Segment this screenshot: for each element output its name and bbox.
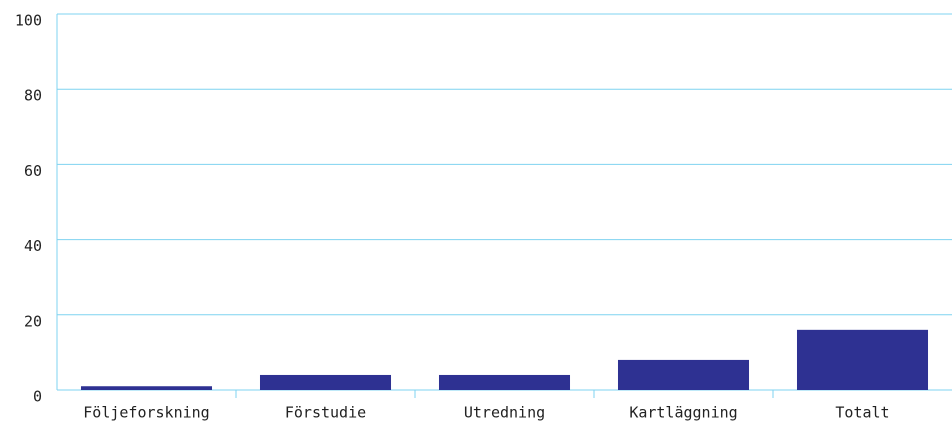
y-tick-label: 100 bbox=[15, 12, 42, 30]
bar bbox=[796, 329, 929, 390]
y-tick-label: 40 bbox=[24, 237, 42, 255]
y-tick-label: 60 bbox=[24, 162, 42, 180]
x-tick-label: Följeforskning bbox=[83, 404, 209, 422]
x-tick-label: Kartläggning bbox=[629, 404, 737, 422]
bar bbox=[259, 374, 392, 390]
y-tick-label: 80 bbox=[24, 87, 42, 105]
bar bbox=[80, 386, 213, 390]
x-tick-label: Utredning bbox=[464, 404, 545, 422]
bar bbox=[438, 374, 571, 390]
y-tick-label: 20 bbox=[24, 312, 42, 330]
x-tick-label: Förstudie bbox=[285, 404, 366, 422]
bar bbox=[617, 359, 750, 390]
y-tick-label: 0 bbox=[33, 388, 42, 406]
x-tick-label: Totalt bbox=[835, 404, 889, 422]
